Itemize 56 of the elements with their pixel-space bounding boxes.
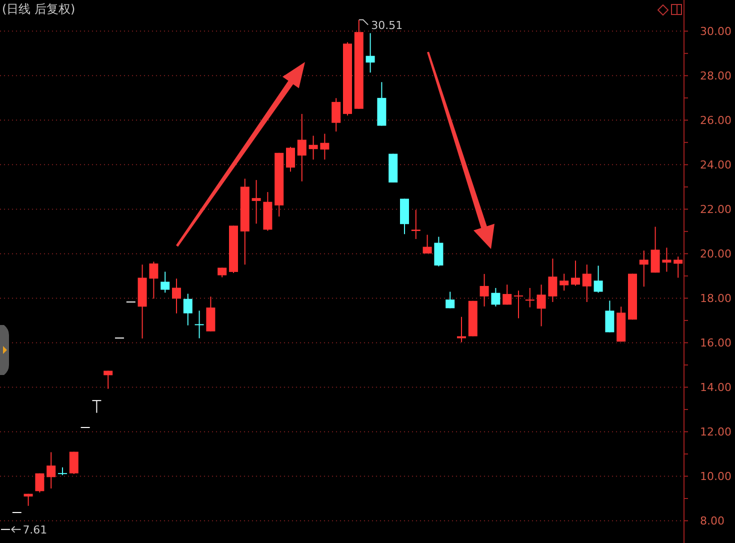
candlestick [252, 180, 261, 224]
candlestick [183, 293, 192, 326]
candlestick [491, 287, 500, 307]
candlestick [46, 452, 56, 489]
candlestick [582, 264, 592, 302]
y-tick-label: 12.00 [700, 426, 732, 439]
candlestick [502, 284, 512, 306]
candlestick [548, 258, 558, 302]
y-tick-label: 20.00 [700, 248, 732, 261]
candlestick [662, 247, 672, 272]
y-tick-label: 28.00 [700, 70, 732, 83]
y-tick-label: 14.00 [700, 381, 732, 394]
candlestick [422, 234, 432, 254]
candlestick [674, 256, 683, 278]
candlestick [160, 271, 170, 294]
y-tick-label: 30.00 [700, 25, 732, 38]
candlestick [218, 267, 227, 278]
y-tick-label: 24.00 [700, 158, 732, 172]
y-tick-label: 16.00 [700, 336, 732, 350]
candlestick [206, 296, 216, 332]
candlestick [35, 472, 44, 493]
candlestick [24, 493, 33, 506]
candlestick [194, 310, 204, 339]
y-tick-label: 22.00 [700, 203, 732, 216]
candlestick [92, 400, 102, 414]
candlestick [286, 146, 295, 172]
candlestick [434, 236, 444, 267]
candlestick [366, 32, 375, 74]
candlestick [594, 265, 603, 294]
candlestick [297, 113, 306, 182]
candlestick [560, 273, 569, 292]
candlestick [650, 226, 660, 274]
candlestick [149, 261, 158, 300]
candlestick [320, 133, 330, 160]
candlestick [639, 250, 648, 288]
candlestick [571, 260, 580, 286]
annotation: 30.51 [371, 18, 403, 32]
y-tick-label: 8.00 [700, 514, 724, 528]
candlestick [536, 284, 546, 327]
y-tick-label: 26.00 [700, 114, 732, 128]
candlestick [446, 291, 455, 309]
candlestick [69, 451, 78, 475]
candlestick [605, 300, 614, 333]
candlestick [480, 273, 489, 307]
y-tick-label: 10.00 [700, 470, 732, 484]
annotation: 7.61 [22, 523, 48, 536]
candlestick [104, 370, 113, 390]
candlestick [308, 135, 318, 160]
candlestick [525, 287, 534, 308]
candlestick [514, 290, 523, 319]
candlestick [411, 209, 420, 240]
candlestick [332, 98, 341, 132]
candlestick [172, 278, 181, 314]
y-tick-label: 18.00 [700, 292, 732, 306]
chart-title: (日线 后复权) [2, 2, 76, 16]
candlestick [457, 316, 466, 343]
